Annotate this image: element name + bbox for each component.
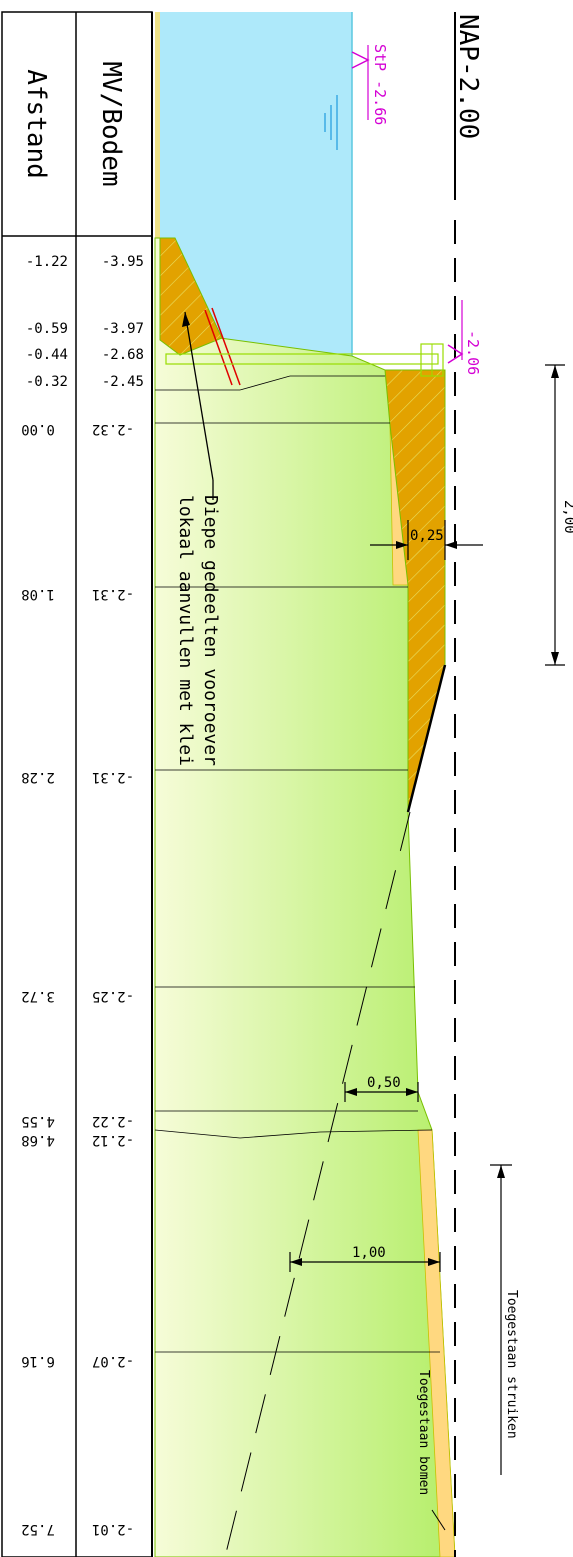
- dim-200-label: 2,00: [561, 500, 573, 534]
- trees-leader: [431, 1509, 446, 1531]
- afstand-value: -1.22: [26, 254, 68, 270]
- header-mv-bodem: MV/Bodem: [96, 61, 126, 186]
- afstand-value: -0.32: [26, 374, 68, 390]
- dimension-100: [289, 1252, 441, 1272]
- trees-label: Toegestaan bomen: [416, 1370, 431, 1495]
- data-table: Afstand MV/Bodem -1.22 -3.95 -0.59 -3.97…: [1, 11, 153, 1557]
- header-afstand: Afstand: [21, 69, 51, 179]
- shrubs-range: [490, 1164, 512, 1475]
- bodem-value: -3.95: [102, 254, 144, 270]
- afstand-value: 4.68: [21, 1132, 55, 1148]
- bodem-value: -2.32: [92, 421, 134, 437]
- bodem-value: -2.12: [92, 1132, 134, 1148]
- afstand-value: 4.55: [21, 1113, 55, 1129]
- dimension-025: [370, 520, 483, 560]
- dimension-200: [545, 364, 565, 666]
- beam: [165, 353, 439, 365]
- level-label: -2.06: [464, 330, 482, 375]
- afstand-value: -0.44: [26, 347, 68, 363]
- bodem-value: -2.07: [92, 1353, 134, 1369]
- annotation-line1: Diepe gedeelten vooroever: [200, 495, 221, 766]
- afstand-value: 2.28: [21, 769, 55, 785]
- bodem-value: -2.45: [102, 374, 144, 390]
- bodem-value: -2.22: [92, 1113, 134, 1129]
- bodem-value: -2.25: [92, 988, 134, 1004]
- bodem-value: -2.01: [92, 1521, 134, 1537]
- stp-label: StP -2.66: [371, 44, 389, 125]
- shrubs-label: Toegestaan struiken: [504, 1290, 519, 1439]
- afstand-value: 1.08: [21, 586, 55, 602]
- afstand-value: 6.16: [21, 1353, 55, 1369]
- annotation-line2: lokaal aanvullen met klei: [175, 495, 196, 766]
- afstand-value: 7.52: [21, 1521, 55, 1537]
- dimension-050: [344, 1082, 419, 1102]
- profile-lines: [154, 375, 440, 1353]
- dim-025-label: 0,25: [410, 528, 444, 544]
- water-level-stp: StP -2.66: [324, 44, 389, 150]
- afstand-value: 3.72: [21, 988, 55, 1004]
- clay-fill: [159, 237, 223, 356]
- bodem-value: -2.31: [92, 769, 134, 785]
- dim-100-label: 1,00: [352, 1245, 386, 1261]
- water-level-206: -2.06: [447, 300, 482, 375]
- afstand-value: 0.00: [21, 421, 55, 437]
- bodem-value: -3.97: [102, 321, 144, 337]
- dim-050-label: 0,50: [367, 1075, 401, 1091]
- bodem-value: -2.31: [92, 586, 134, 602]
- bodem-value: -2.68: [102, 347, 144, 363]
- nap-label: NAP-2.00: [453, 14, 483, 139]
- afstand-value: -0.59: [26, 321, 68, 337]
- slope-line: [224, 811, 411, 1557]
- annotation-leader: Diepe gedeelten vooroever lokaal aanvull…: [175, 311, 221, 766]
